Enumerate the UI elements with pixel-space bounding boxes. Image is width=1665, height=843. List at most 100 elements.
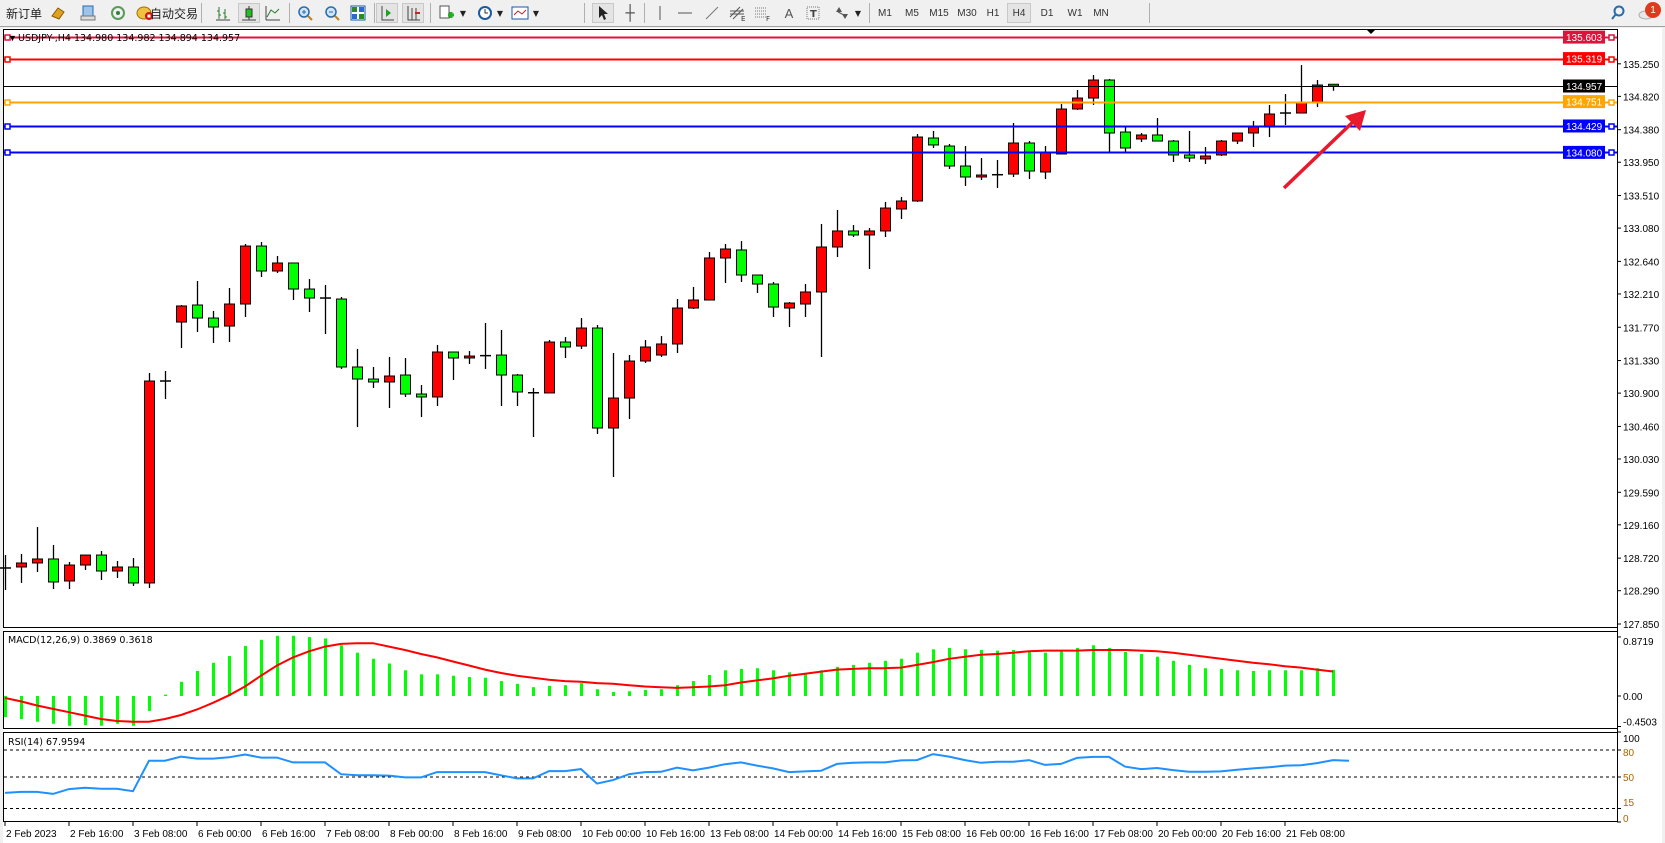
market-watch-icon[interactable] (49, 3, 67, 23)
trendline-tool-icon[interactable] (702, 3, 722, 23)
candle[interactable] (1008, 123, 1019, 177)
candle[interactable] (240, 243, 251, 317)
candle[interactable] (1072, 90, 1083, 110)
cursor-tool-icon[interactable] (592, 3, 614, 23)
search-icon[interactable] (1608, 3, 1628, 23)
candle[interactable] (1184, 130, 1195, 163)
line-anchor-handle[interactable] (4, 34, 11, 41)
candle[interactable] (992, 159, 1003, 188)
candle[interactable] (368, 366, 379, 388)
candle[interactable] (320, 285, 331, 334)
navigator-icon[interactable] (109, 3, 127, 23)
crosshair-tool-icon[interactable]: ┼ (625, 4, 635, 22)
timeframe-w1-button[interactable]: W1 (1067, 7, 1083, 19)
timeframe-m15-button[interactable]: M15 (929, 7, 949, 19)
candle[interactable] (880, 201, 891, 238)
horizontal-line-134-751[interactable] (4, 99, 1617, 106)
candle[interactable] (256, 242, 267, 277)
indicators-icon[interactable] (437, 3, 457, 23)
candle[interactable] (704, 252, 715, 301)
candle[interactable] (496, 329, 507, 406)
candle[interactable] (688, 286, 699, 310)
bar-chart-icon[interactable] (213, 3, 233, 23)
equidistant-channel-tool-icon[interactable]: E (727, 3, 749, 23)
candle[interactable] (560, 337, 571, 358)
candle[interactable] (288, 262, 299, 301)
candle[interactable] (80, 554, 91, 571)
line-anchor-handle[interactable] (4, 99, 11, 106)
rsi-pane[interactable]: 100 80 50 15 0 (3, 731, 1641, 825)
main-price-pane[interactable] (0, 29, 1618, 628)
candle[interactable] (416, 385, 427, 418)
candle[interactable] (928, 130, 939, 148)
text-tool-icon[interactable]: A (780, 3, 798, 23)
auto-trading-button[interactable]: 自动交易 (150, 3, 198, 23)
line-anchor-handle[interactable] (4, 149, 11, 156)
candle[interactable] (848, 224, 859, 238)
candle[interactable] (1232, 132, 1243, 144)
candle[interactable] (224, 287, 235, 343)
candle[interactable] (176, 305, 187, 348)
timeframe-h1-button[interactable]: H1 (986, 7, 1000, 19)
line-chart-icon[interactable] (263, 3, 283, 23)
line-anchor-handle[interactable] (1608, 56, 1615, 63)
candle[interactable] (1216, 139, 1227, 157)
candle[interactable] (336, 296, 347, 369)
candle[interactable] (96, 551, 107, 581)
candle[interactable] (672, 299, 683, 353)
vertical-line-tool-icon[interactable] (651, 3, 669, 23)
candle[interactable] (0, 555, 11, 591)
candle[interactable] (752, 274, 763, 293)
candle[interactable] (608, 352, 619, 477)
candlestick-chart-icon[interactable] (238, 3, 260, 23)
candle[interactable] (480, 323, 491, 369)
chart-shift-icon[interactable] (402, 3, 424, 23)
horizontal-line-135-319[interactable] (4, 56, 1617, 63)
candle[interactable] (384, 357, 395, 409)
candle[interactable] (1120, 127, 1131, 153)
candle[interactable] (656, 336, 667, 358)
timeframe-d1-button[interactable]: D1 (1040, 7, 1054, 19)
candle[interactable] (1088, 75, 1099, 106)
timeframe-m1-button[interactable]: M1 (878, 7, 892, 19)
indicators-dropdown-icon[interactable]: ▼ (459, 8, 467, 18)
candle[interactable] (272, 256, 283, 273)
timeframe-h4-button[interactable]: H4 (1007, 3, 1031, 23)
candle[interactable] (32, 527, 43, 572)
candle[interactable] (736, 241, 747, 282)
candle[interactable] (1104, 79, 1115, 153)
text-label-tool-icon[interactable]: T (804, 3, 822, 23)
candle[interactable] (1168, 139, 1179, 163)
horizontal-line-135-603[interactable] (4, 34, 1617, 41)
candle[interactable] (112, 561, 123, 578)
candle[interactable] (896, 196, 907, 220)
candle[interactable] (1056, 104, 1067, 155)
templates-icon[interactable] (510, 3, 530, 23)
candle[interactable] (304, 279, 315, 313)
candle[interactable] (544, 339, 555, 394)
periods-dropdown-icon[interactable]: ▼ (496, 8, 504, 18)
candle[interactable] (464, 351, 475, 364)
timeframe-mn-button[interactable]: MN (1093, 7, 1109, 19)
candle[interactable] (1024, 141, 1035, 180)
auto-scroll-icon[interactable] (376, 3, 398, 23)
candle[interactable] (528, 387, 539, 438)
candle[interactable] (576, 318, 587, 349)
candle[interactable] (832, 209, 843, 258)
candle[interactable] (944, 143, 955, 169)
candle[interactable] (208, 310, 219, 344)
candle[interactable] (976, 157, 987, 181)
candle[interactable] (128, 557, 139, 586)
candle[interactable] (912, 133, 923, 202)
candle[interactable] (400, 357, 411, 397)
candle[interactable] (1200, 147, 1211, 164)
zoom-out-icon[interactable] (322, 3, 342, 23)
line-anchor-handle[interactable] (1608, 123, 1615, 130)
auto-trading-icon[interactable] (136, 3, 154, 23)
line-anchor-handle[interactable] (1608, 99, 1615, 106)
candle[interactable] (784, 301, 795, 328)
candle[interactable] (816, 224, 827, 358)
candle[interactable] (160, 371, 171, 400)
line-anchor-handle[interactable] (1608, 149, 1615, 156)
candle[interactable] (48, 544, 59, 590)
